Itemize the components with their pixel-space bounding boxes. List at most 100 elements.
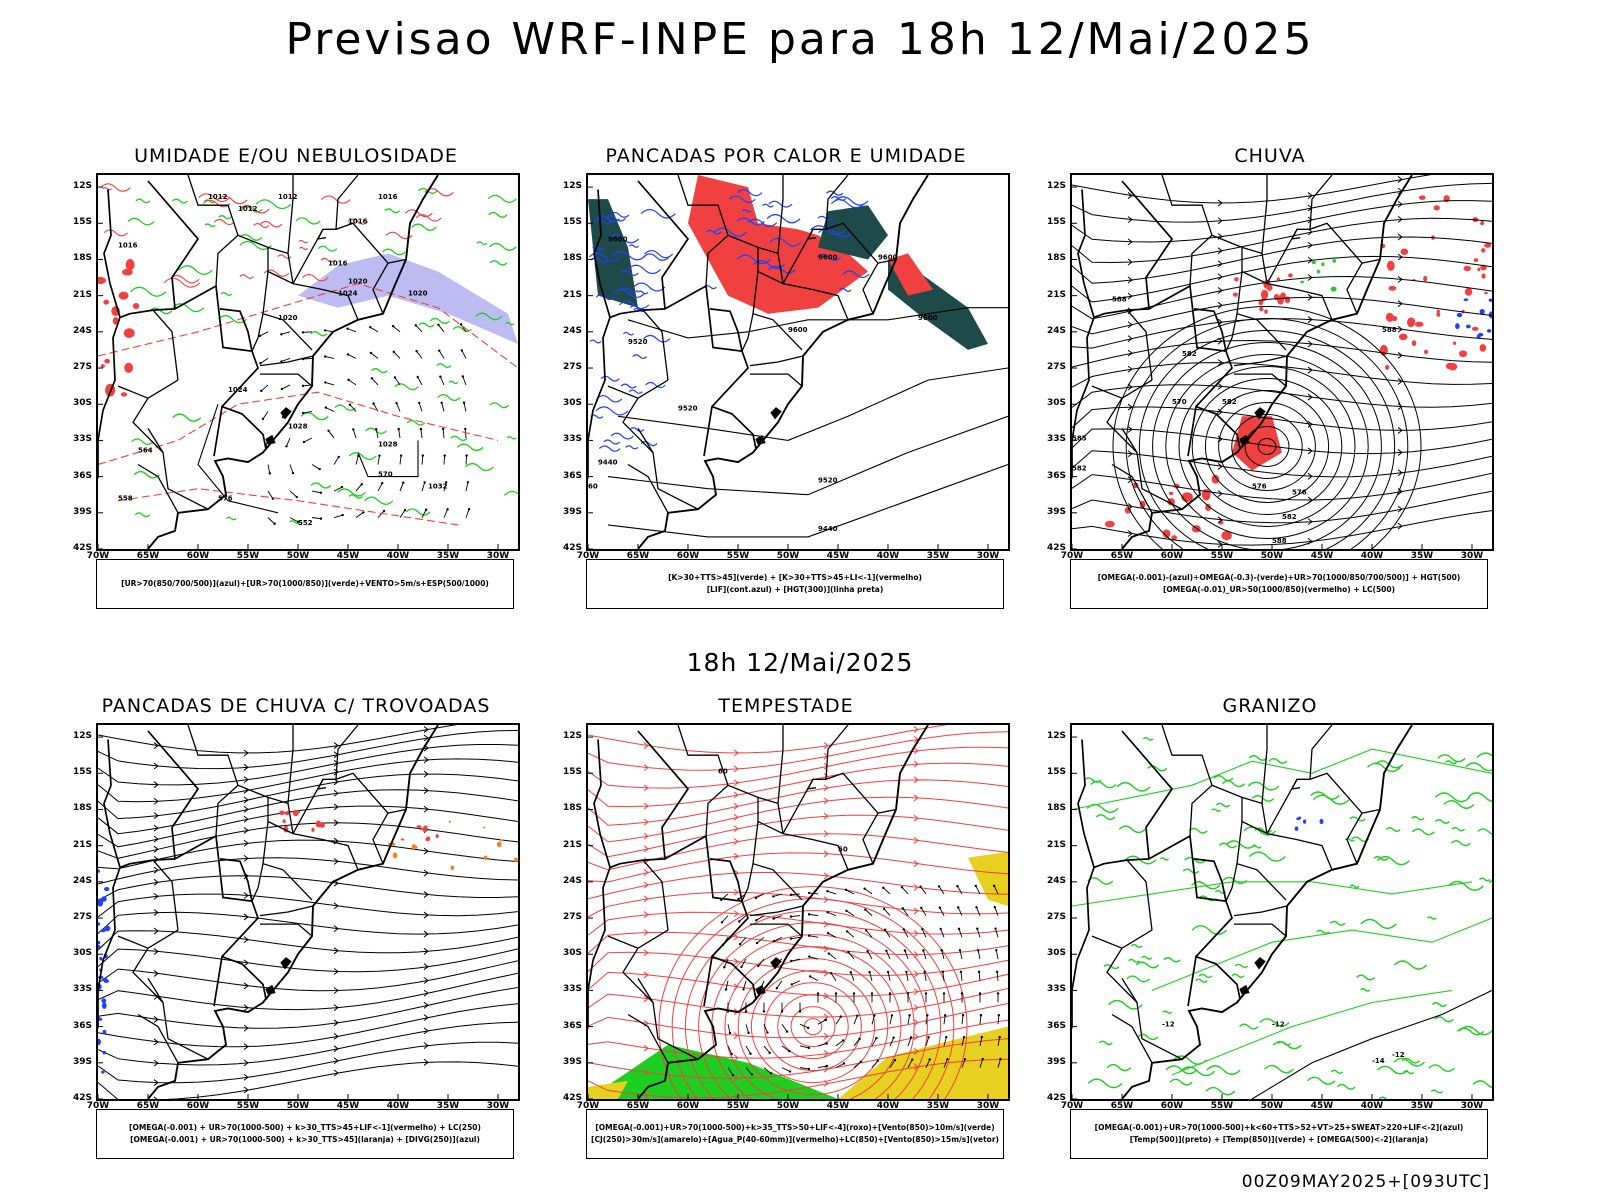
lat-tick-label: 21S: [1046, 289, 1066, 300]
field-layer: [588, 175, 1008, 538]
legend-line: [UR>70(850/700/500)](azul)+[UR>70(1000/8…: [121, 579, 489, 588]
lat-tick-label: 15S: [1046, 767, 1066, 778]
lat-tick-label: 27S: [72, 912, 92, 923]
lon-tick-label: 35W: [436, 1101, 460, 1111]
tick-marks: [588, 736, 989, 1099]
lon-tick-label: 70W: [1060, 551, 1084, 561]
map-granizo: -12 -12 -12 -14: [1070, 723, 1494, 1101]
legend-line: [OMEGA(-0.001) + UR>70(1000-500) + k>30_…: [129, 1123, 481, 1132]
chuva-contour-label: 582: [1222, 398, 1237, 406]
panel-umidade: UMIDADE E/OU NEBULOSIDADE 1012 1012 1012 101…: [56, 145, 536, 615]
pancadas-calor-contour-label: 60: [588, 483, 598, 491]
panel-title: CHUVA: [1234, 145, 1306, 167]
lat-tick-label: 15S: [72, 217, 92, 228]
lon-tick-label: 30W: [1460, 1101, 1484, 1111]
lon-tick-label: 40W: [1360, 1101, 1384, 1111]
lon-tick-label: 30W: [486, 551, 510, 561]
lon-tick-label: 45W: [336, 1101, 360, 1111]
lon-tick-label: 45W: [826, 1101, 850, 1111]
lat-tick-label: 42S: [1046, 1093, 1066, 1103]
lat-tick-label: 12S: [1046, 181, 1066, 192]
umidade-contour-label: 564: [138, 446, 153, 454]
lat-tick-label: 21S: [562, 839, 582, 850]
lon-tick-label: 65W: [626, 551, 650, 561]
pancadas-calor-contour-label: 9520: [678, 404, 698, 412]
umidade-contour-label: 1024: [338, 290, 358, 298]
lon-tick-label: 70W: [86, 551, 110, 561]
lon-tick-label: 65W: [136, 551, 160, 561]
field-layer: [588, 725, 1008, 1099]
lon-tick-label: 30W: [976, 1101, 1000, 1111]
lat-tick-label: 33S: [72, 984, 92, 995]
lat-tick-label: 15S: [72, 767, 92, 778]
lat-tick-label: 42S: [562, 543, 582, 553]
legend-box: [OMEGA(-0.001)+UR>70(1000-500)+k>35_TTS>…: [586, 1109, 1004, 1159]
granizo-contour-label: -12: [1162, 1021, 1175, 1029]
lat-tick-label: 24S: [72, 875, 92, 886]
umidade-contour-label: 1024: [228, 386, 248, 394]
lat-tick-label: 24S: [72, 325, 92, 336]
umidade-contour-label: 1016: [328, 259, 348, 267]
pancadas-calor-contour-label: 9600: [788, 326, 808, 334]
lat-tick-label: 27S: [1046, 362, 1066, 373]
lon-tick-label: 60W: [186, 551, 210, 561]
lat-tick-label: 24S: [562, 875, 582, 886]
panel-pancadas-calor: PANCADAS POR CALOR E UMIDADE 9600 9600 9600…: [546, 145, 1026, 615]
tick-marks: [98, 736, 499, 1099]
umidade-contour-label: 1020: [408, 290, 428, 298]
lat-tick-label: 12S: [72, 181, 92, 192]
lat-tick-label: 33S: [562, 434, 582, 445]
pancadas-calor-contour-label: 9440: [818, 525, 838, 533]
lat-tick-label: 27S: [562, 362, 582, 373]
lon-tick-label: 30W: [486, 1101, 510, 1111]
lat-tick-label: 12S: [562, 731, 582, 742]
chuva-contour-label: 570: [1172, 398, 1187, 406]
lat-tick-label: 39S: [562, 506, 582, 517]
lat-tick-label: 36S: [1046, 470, 1066, 481]
panel-title: PANCADAS POR CALOR E UMIDADE: [605, 145, 967, 167]
field-layer: [1072, 736, 1492, 1099]
map-pancadas-trovoadas: [96, 723, 520, 1101]
lon-tick-label: 35W: [1410, 1101, 1434, 1111]
lon-tick-label: 40W: [386, 551, 410, 561]
chuva-contour-label: 588: [1112, 296, 1127, 304]
tempestade-contour-label: 50: [838, 846, 848, 854]
lon-tick-label: 35W: [436, 551, 460, 561]
lat-tick-label: 30S: [562, 398, 582, 409]
umidade-contour-label: 558: [118, 495, 133, 503]
lat-tick-label: 33S: [562, 984, 582, 995]
map-chuva: 588 582 588 582 576 570 576 582 588 585 582: [1070, 173, 1494, 551]
umidade-contour-label: 1016: [118, 241, 138, 249]
pancadas-calor-contour-label: 9600: [818, 253, 838, 261]
lon-tick-label: 55W: [236, 551, 260, 561]
lon-tick-label: 65W: [626, 1101, 650, 1111]
lat-tick-label: 36S: [72, 470, 92, 481]
chuva-contour-label: 576: [1292, 489, 1307, 497]
run-stamp: 00Z09MAY2025+[093UTC]: [1241, 1172, 1490, 1192]
lon-tick-label: 55W: [1210, 551, 1234, 561]
lon-tick-label: 70W: [576, 551, 600, 561]
panel-tempestade: TEMPESTADE 60 50 12S 15S 18S 21S 24S 27S 30S 33S 36…: [546, 695, 1026, 1165]
legend-box: [UR>70(850/700/500)](azul)+[UR>70(1000/8…: [96, 559, 514, 609]
panel-title: PANCADAS DE CHUVA C/ TROVOADAS: [101, 695, 491, 717]
lon-tick-label: 50W: [776, 551, 800, 561]
lon-tick-label: 60W: [1160, 551, 1184, 561]
umidade-contour-label: 1032: [428, 483, 448, 491]
contour-labels: -12 -12 -12 -14: [1162, 1021, 1405, 1065]
lon-tick-label: 55W: [236, 1101, 260, 1111]
lon-tick-label: 35W: [1410, 551, 1434, 561]
umidade-contour-label: 552: [298, 519, 313, 527]
lat-tick-label: 30S: [72, 398, 92, 409]
legend-line: [OMEGA(-0.001)-(azul)+OMEGA(-0.3)-(verde…: [1097, 573, 1461, 582]
lat-tick-label: 21S: [1046, 839, 1066, 850]
lon-tick-label: 65W: [136, 1101, 160, 1111]
panel-pancadas-trovoadas: PANCADAS DE CHUVA C/ TROVOADAS 12S 15S 18S 2…: [56, 695, 536, 1165]
coastline-layer: [98, 725, 439, 1099]
lat-tick-label: 24S: [1046, 325, 1066, 336]
lon-tick-label: 45W: [826, 551, 850, 561]
panel-granizo: GRANIZO -12 -12 -12 -14 12S 15S 18S 21S 24S 27S 30S…: [1030, 695, 1510, 1165]
lat-tick-label: 42S: [72, 1093, 92, 1103]
coastline-layer: [1072, 725, 1413, 1099]
coastline-layer: [588, 175, 929, 549]
coastline-layer: [98, 175, 439, 549]
